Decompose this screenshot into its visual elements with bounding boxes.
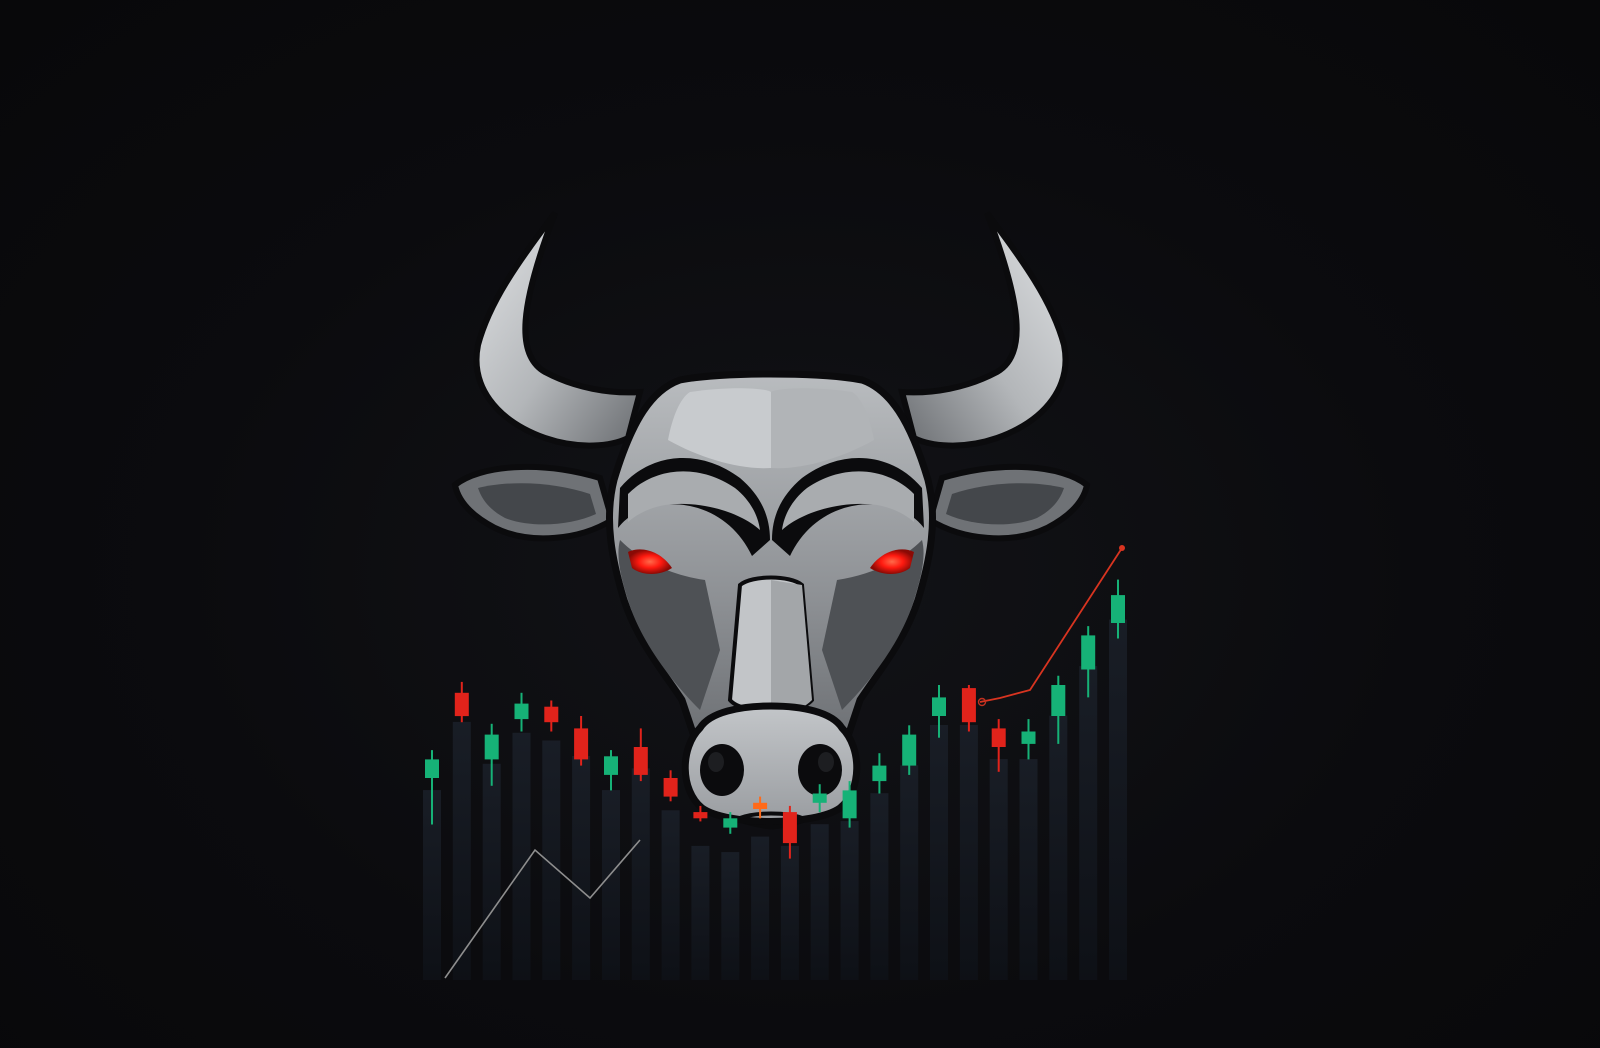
candle-up [902,734,917,766]
volume-bar [691,845,710,980]
candlestick-chart [425,579,1125,859]
right-eye [870,549,914,574]
candle-down [991,728,1006,747]
left-horn [473,211,644,449]
candle-up [932,697,946,716]
volume-bar [721,852,740,980]
nose-bridge-shade [771,580,812,714]
volume-bar [751,836,770,980]
volume-bar [512,732,531,981]
cheek-right [822,540,924,710]
trend-line-left [444,839,641,979]
volume-bar [631,768,650,980]
trend-node [1119,545,1125,551]
candle-up [425,759,439,778]
cheek-left [618,540,720,710]
volume-bar [1019,759,1038,980]
volume-bar [930,725,948,980]
volume-bar [1109,619,1127,980]
left-eye [628,549,672,574]
right-ear-inner [946,483,1064,525]
volume-bar [900,765,919,980]
volume-bar [780,845,799,980]
candle-down [544,706,559,723]
candle-up [1051,685,1066,716]
candle-down [454,692,469,717]
candle-up [842,790,857,819]
volume-bar [572,756,591,980]
candle-accent [753,802,768,809]
volume-bar [423,790,441,980]
forehead-left [668,388,771,469]
volume-bar [661,810,680,981]
brow-left-plate [628,471,760,530]
volume-bar [542,740,561,980]
candle-up [872,765,887,782]
brow-right-plate [782,471,914,530]
left-nostril [700,744,744,796]
candle-down [782,812,797,844]
right-horn [898,211,1069,449]
volume-bar [959,725,978,980]
volume-bar [1049,715,1068,980]
volume-bar [1079,666,1098,980]
candle-down [961,688,976,723]
volume-bar [452,721,471,980]
volume-bar [810,824,829,980]
candle-down [633,747,648,775]
volume-bar [602,790,620,980]
candle-up [1021,731,1036,744]
candle-up [812,793,827,803]
candle-down [574,728,589,760]
trend-line-right [979,547,1123,703]
right-nostril-highlight [818,752,834,772]
candle-down [693,812,708,819]
volume-bar [840,821,859,980]
left-nostril-highlight [708,752,724,772]
candle-up [514,703,529,720]
volume-bar [870,793,889,980]
background-volume-bars [423,619,1127,981]
candle-up [604,756,618,775]
candle-down [663,778,678,797]
volume-bar [482,763,501,981]
candle-up [723,818,738,828]
left-ear-inner [478,483,596,525]
mouth-line [739,811,803,820]
candle-up [1081,635,1096,670]
candle-up [1111,595,1125,623]
candle-up [484,734,499,760]
bull-head [451,211,1091,830]
trend-node [977,697,987,707]
volume-bar [989,759,1008,980]
forehead-right [771,388,874,469]
